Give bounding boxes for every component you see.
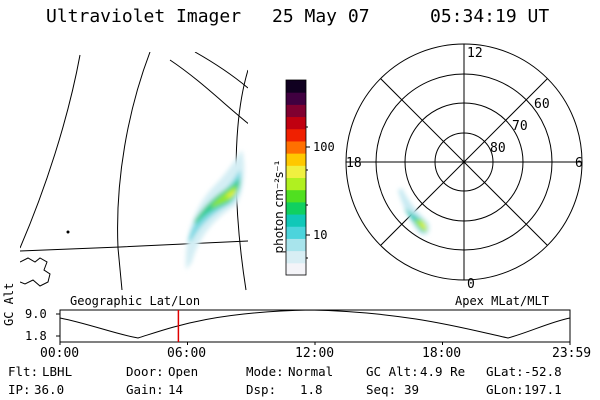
colorbar-cell — [286, 177, 306, 191]
timeline-xtick-0000: 00:00 — [40, 346, 80, 361]
seq-value: 39 — [404, 382, 420, 397]
colorbar-cell — [286, 189, 306, 203]
filter-label: Flt: — [8, 364, 39, 379]
instrument-title: Ultraviolet Imager — [46, 6, 242, 27]
gcalt-value: 4.9 Re — [420, 364, 466, 379]
geographic-caption: Geographic Lat/Lon — [70, 294, 201, 308]
timeline-xtick-2359: 23:59 — [552, 346, 592, 361]
mlt-label-0: 0 — [467, 277, 475, 292]
aurora-emission-geo — [185, 150, 245, 270]
seq-label: Seq: — [366, 382, 397, 397]
colorbar-cell — [286, 250, 306, 264]
coastline — [20, 257, 51, 287]
gain-value: 14 — [168, 382, 184, 397]
meridian-line — [117, 52, 151, 291]
colorbar-cell — [286, 201, 306, 215]
colorbar-cell — [286, 214, 306, 227]
aurora-emission-polar — [398, 188, 430, 236]
mlt-label-18: 18 — [346, 156, 362, 171]
colorbar — [285, 79, 310, 276]
polar-plot — [345, 43, 583, 281]
glat-label: GLat: — [486, 364, 524, 379]
geographic-map — [20, 52, 248, 291]
dsp-label: Dsp: — [246, 382, 277, 397]
timeline-axis-label: GC Alt — [2, 282, 16, 326]
gain-label: Gain: — [126, 382, 164, 397]
mlt-label-6: 6 — [575, 156, 583, 171]
latitude-arc — [194, 52, 248, 89]
colorbar-cell — [286, 238, 306, 252]
door-value: Open — [168, 364, 199, 379]
lat-label-60: 60 — [534, 97, 550, 112]
colorbar-cell — [286, 116, 306, 130]
ip-label: IP: — [8, 382, 31, 397]
colorbar-tick-100: 100 — [313, 140, 335, 154]
timeline-xtick-1200: 12:00 — [295, 346, 335, 361]
glat-value: -52.8 — [524, 364, 562, 379]
timeline-ytick-low: 1.8 — [25, 329, 47, 343]
door-label: Door: — [126, 364, 164, 379]
gcalt-label: GC Alt: — [366, 364, 419, 379]
mlt-label-12: 12 — [467, 46, 483, 61]
timeline-xtick-1800: 18:00 — [422, 346, 462, 361]
colorbar-cell — [286, 140, 306, 154]
island-dot — [66, 230, 70, 234]
ip-value: 36.0 — [34, 382, 65, 397]
time-label: 05:34:19 UT — [430, 6, 550, 27]
colorbar-cell — [286, 104, 306, 118]
timeline-ytick-high: 9.0 — [25, 307, 47, 321]
colorbar-unit-label: photon cm⁻²s⁻¹ — [272, 160, 286, 254]
colorbar-cell — [286, 92, 306, 105]
colorbar-cell — [286, 80, 306, 93]
colorbar-cell — [286, 165, 306, 178]
dsp-value: 1.8 — [300, 382, 323, 397]
meridian-line — [20, 54, 81, 249]
glon-value: 197.1 — [524, 382, 562, 397]
date-label: 25 May 07 — [272, 6, 370, 27]
colorbar-tick-10: 10 — [313, 228, 328, 242]
altitude-timeline — [56, 309, 571, 345]
colorbar-cell — [286, 153, 306, 166]
mode-value: Normal — [288, 364, 334, 379]
latitude-arc — [20, 240, 248, 252]
glon-label: GLon: — [486, 382, 524, 397]
colorbar-cell — [286, 128, 306, 142]
lat-label-80: 80 — [490, 141, 506, 156]
lat-label-70: 70 — [512, 119, 528, 134]
colorbar-cell — [286, 226, 306, 239]
timeline-xtick-0600: 06:00 — [167, 346, 207, 361]
filter-value: LBHL — [42, 364, 73, 379]
apex-caption: Apex MLat/MLT — [455, 294, 549, 308]
latitude-arc — [169, 59, 248, 125]
colorbar-cell — [286, 262, 306, 276]
mode-label: Mode: — [246, 364, 284, 379]
